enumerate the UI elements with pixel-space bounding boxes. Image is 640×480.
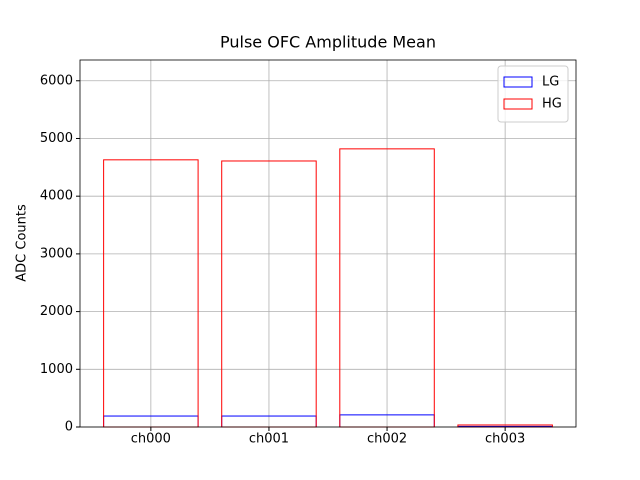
y-tick-label: 1000 [40,362,73,377]
legend-swatch [503,76,533,88]
legend-swatch [503,98,533,110]
y-tick-label: 3000 [40,246,73,261]
legend-label: LG [542,75,559,90]
y-tick-label: 5000 [40,131,73,146]
y-tick-label: 4000 [40,189,73,204]
x-tick-label: ch002 [367,432,407,447]
y-tick-label: 6000 [40,73,73,88]
y-axis-label: ADC Counts [15,204,30,282]
legend-box [497,65,569,123]
x-tick-label: ch001 [249,432,289,447]
chart-title: Pulse OFC Amplitude Mean [220,33,436,52]
legend-label: HG [542,97,562,112]
bars [103,148,553,428]
y-tick-label: 0 [65,420,73,435]
legend: LG HG [497,65,569,123]
x-tick-label: ch003 [485,432,525,447]
plot-frame [79,59,577,428]
x-tick-label: ch000 [131,432,171,447]
y-tick-label: 2000 [40,304,73,319]
